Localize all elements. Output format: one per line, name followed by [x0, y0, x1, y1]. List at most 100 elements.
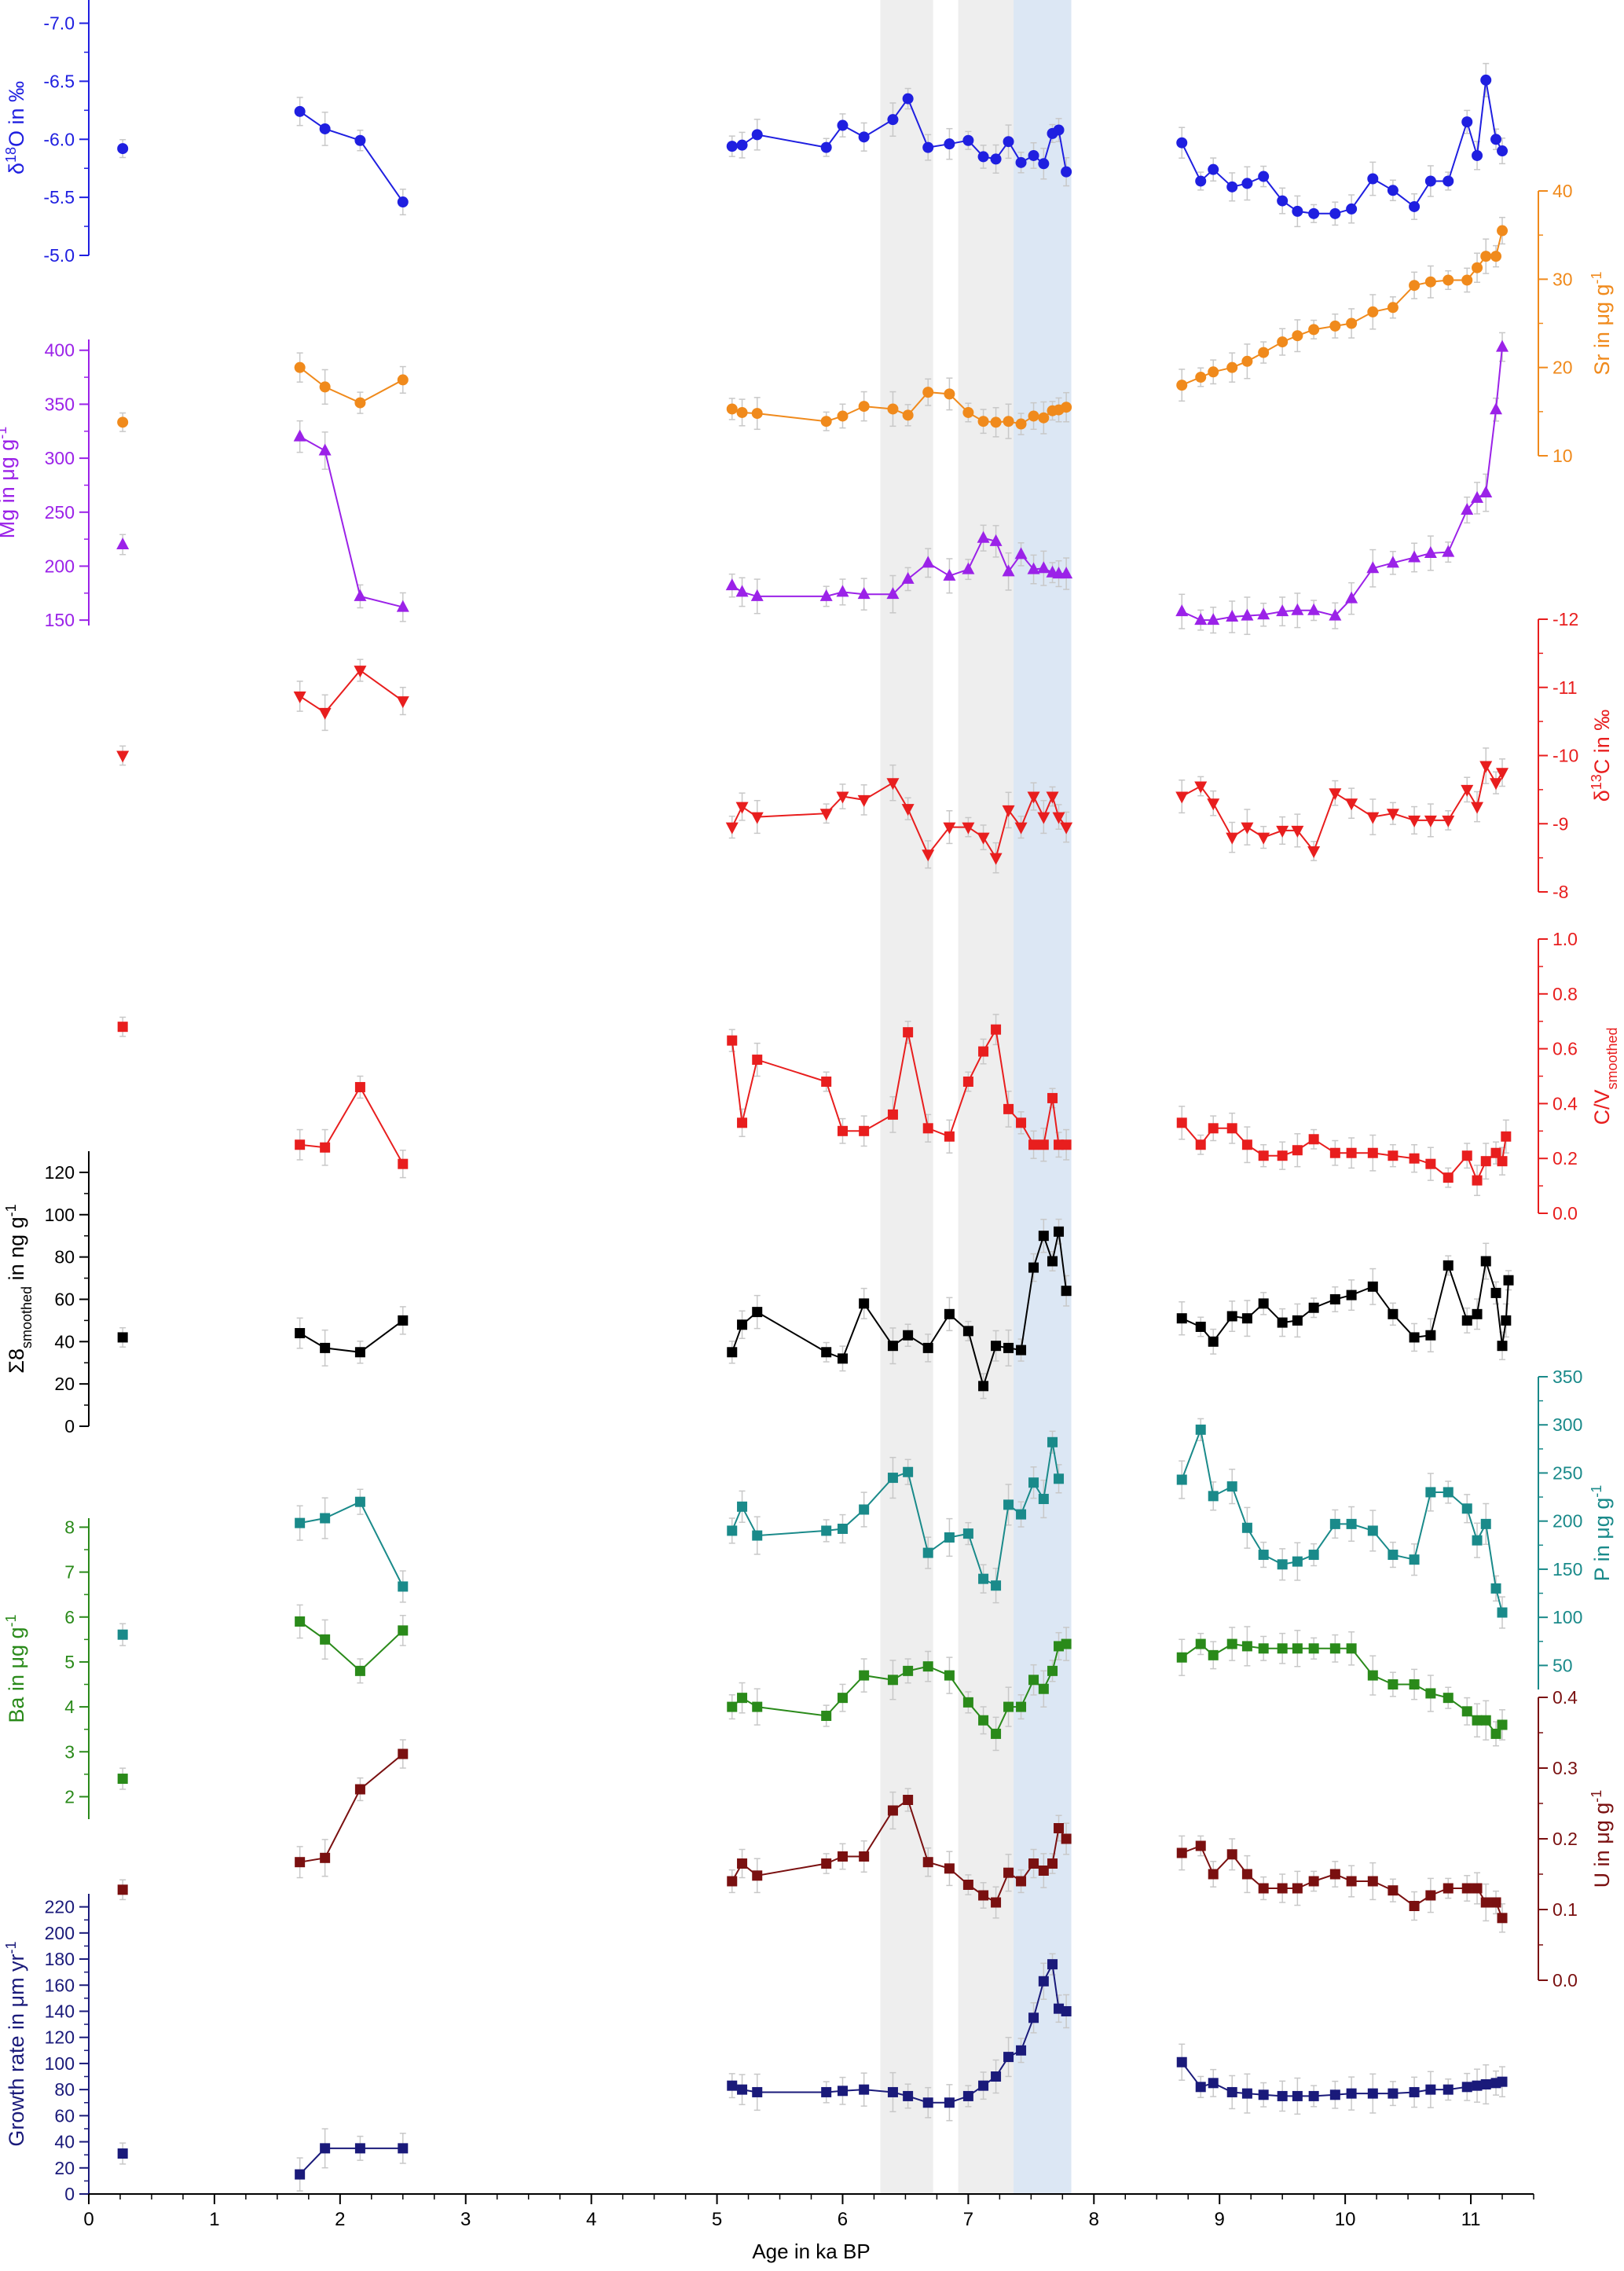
data-point-p	[1054, 1473, 1065, 1484]
data-point-d13c	[1257, 832, 1270, 845]
data-point-d18o	[1346, 203, 1358, 215]
y-axis-d18o: -5.0 -5.5 -6.0 -6.5 -7.0	[43, 0, 90, 266]
data-point-sr	[1003, 416, 1014, 427]
y-axis-cv: 0.0 0.2 0.4 0.6 0.8 1.0	[1538, 929, 1578, 1224]
y-tick-label-growth: 120	[45, 2027, 75, 2048]
data-point-u	[354, 1784, 365, 1795]
data-point-mg	[1366, 561, 1380, 574]
data-point-mg	[1226, 610, 1239, 622]
data-point-u	[1472, 1883, 1483, 1894]
data-point-ba	[1443, 1693, 1454, 1704]
data-point-mg	[293, 429, 306, 442]
data-point-mg	[1014, 547, 1028, 559]
y-tick-label-s8: 100	[45, 1205, 75, 1225]
data-point-s8	[1176, 1313, 1187, 1324]
data-point-ba	[1346, 1643, 1357, 1654]
data-point-cv	[320, 1142, 331, 1153]
data-point-s8	[1503, 1275, 1514, 1286]
data-point-ba	[922, 1661, 933, 1672]
data-point-u	[859, 1851, 870, 1862]
data-point-growth	[1409, 2086, 1420, 2097]
data-point-d13c	[1471, 802, 1484, 814]
data-point-ba	[887, 1675, 898, 1686]
data-point-growth	[354, 2143, 365, 2154]
data-point-u	[727, 1876, 738, 1887]
data-point-growth	[398, 2143, 409, 2154]
data-point-u	[1490, 1897, 1501, 1908]
data-point-p	[1047, 1436, 1058, 1447]
y-tick-label-p: 50	[1553, 1655, 1573, 1675]
y-tick-label-mg: 150	[45, 610, 75, 630]
data-point-growth	[1346, 2088, 1357, 2099]
data-point-s8	[1061, 1286, 1072, 1297]
data-point-sr	[319, 381, 331, 393]
data-point-s8	[1367, 1281, 1378, 1292]
data-point-d13c	[1226, 832, 1239, 845]
data-point-p	[821, 1525, 832, 1536]
data-point-growth	[1195, 2082, 1206, 2093]
data-point-cv	[903, 1027, 914, 1038]
data-point-cv	[991, 1024, 1002, 1035]
data-point-p	[1425, 1487, 1436, 1498]
data-point-growth	[837, 2086, 848, 2097]
data-point-d13c	[116, 750, 130, 763]
data-point-sr	[354, 397, 366, 409]
data-point-sr	[1346, 317, 1358, 329]
y-tick-label-d13c: -12	[1553, 609, 1578, 629]
data-point-s8	[1388, 1308, 1399, 1319]
data-point-s8	[1472, 1308, 1483, 1319]
data-point-p	[1472, 1535, 1483, 1546]
y-tick-label-d18o: -5.5	[43, 187, 75, 207]
series-line-sr	[1181, 230, 1503, 387]
data-point-sr	[1461, 274, 1473, 286]
data-point-u	[1003, 1867, 1014, 1878]
y-tick-label-mg: 400	[45, 340, 75, 361]
data-point-s8	[1038, 1231, 1049, 1242]
series-line-p	[1181, 1426, 1503, 1613]
data-point-sr	[736, 406, 748, 418]
y-axis-label-cv: C/Vsmoothed	[1590, 1027, 1620, 1124]
series-line-d18o	[1181, 79, 1503, 215]
data-point-d13c	[725, 822, 739, 835]
data-point-sr	[1258, 347, 1270, 358]
y-axis-mg: 150 200 250 300 350 400	[45, 339, 90, 630]
x-tick-label: 6	[838, 2209, 848, 2230]
data-point-growth	[295, 2169, 306, 2180]
data-point-s8	[1047, 1256, 1058, 1267]
data-point-ba	[1016, 1701, 1027, 1712]
data-point-mg	[1241, 608, 1254, 621]
data-point-ba	[1497, 1719, 1508, 1730]
data-point-u	[1054, 1823, 1065, 1833]
x-tick-label: 7	[963, 2209, 973, 2230]
data-point-d18o	[1195, 175, 1207, 187]
data-point-d13c	[1291, 825, 1304, 838]
data-point-u	[1208, 1869, 1219, 1880]
data-point-u	[117, 1884, 128, 1895]
data-point-d18o	[922, 141, 934, 153]
data-point-mg	[1027, 562, 1040, 574]
data-point-p	[1388, 1550, 1399, 1561]
data-point-d18o	[397, 196, 409, 208]
data-point-mg	[1471, 490, 1484, 503]
data-point-d13c	[886, 778, 900, 791]
data-point-cv	[295, 1139, 306, 1150]
data-point-sr	[902, 409, 914, 421]
data-point-u	[821, 1858, 832, 1869]
y-tick-label-growth: 40	[54, 2132, 75, 2152]
data-point-sr	[990, 416, 1002, 428]
data-point-d13c	[1442, 815, 1455, 827]
data-point-cv	[1038, 1139, 1049, 1150]
data-point-mg	[1194, 613, 1208, 626]
data-point-d18o	[354, 134, 366, 146]
panel-mg: 150 200 250 300 350 400 Mg in μg g-1	[0, 332, 1509, 636]
data-point-u	[1061, 1833, 1072, 1844]
data-point-u	[978, 1890, 989, 1901]
data-point-ba	[944, 1670, 955, 1681]
data-point-growth	[1425, 2084, 1436, 2095]
y-tick-label-d13c: -11	[1553, 677, 1578, 698]
data-point-d18o	[1226, 181, 1238, 193]
data-point-d18o	[1367, 173, 1379, 185]
data-point-d18o	[977, 151, 989, 163]
